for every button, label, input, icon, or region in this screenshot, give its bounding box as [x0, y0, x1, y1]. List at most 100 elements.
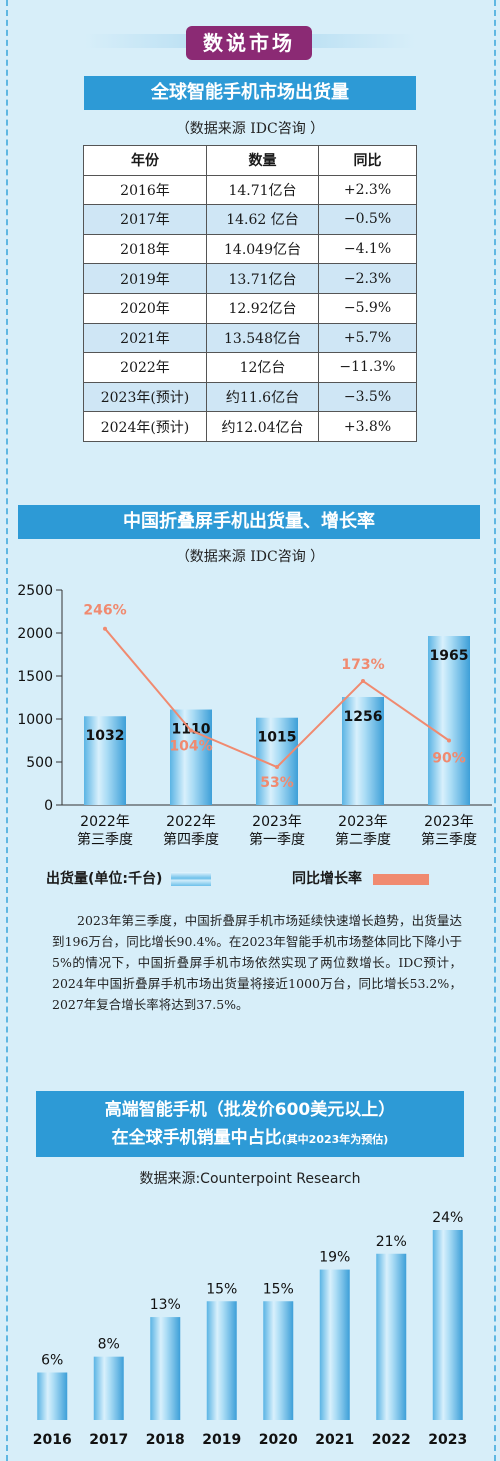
cell-year: 2017年: [83, 204, 207, 235]
cell-year: 2019年: [83, 263, 207, 294]
x-tick-label: 2023年: [424, 814, 474, 830]
legend-growth-label: 同比增长率: [292, 871, 362, 887]
cell-year: 2024年(预计): [83, 411, 207, 442]
x-tick-label: 2023: [428, 1432, 467, 1448]
foldable-chart-source: （数据来源 IDC咨询 ）: [175, 549, 325, 565]
bar: [432, 1230, 463, 1420]
table-row: 2021年 13.548亿台 +5.7%: [83, 322, 417, 354]
cell-quantity: 14.049亿台: [206, 233, 319, 265]
x-tick-label: 第二季度: [335, 831, 391, 848]
legend-growth: 同比增长率: [292, 868, 429, 888]
left-dashed-border: [6, 0, 8, 1461]
growth-label: 53%: [260, 775, 294, 791]
cell-quantity: 约12.04亿台: [206, 411, 319, 442]
cell-quantity: 约11.6亿台: [206, 381, 319, 413]
col-header-yoy: 同比: [318, 145, 417, 176]
table-header-row: 年份 数量 同比: [83, 145, 417, 176]
cell-year: 2023年(预计): [83, 381, 207, 413]
cell-yoy: −3.5%: [318, 381, 417, 413]
legend-shipments-label: 出货量(单位:千台): [46, 871, 163, 887]
cell-yoy: +2.3%: [318, 174, 417, 206]
cell-yoy: −2.3%: [318, 263, 417, 294]
cell-quantity: 14.71亿台: [206, 174, 319, 206]
bar-value-label: 1015: [258, 730, 297, 746]
bar: [93, 1356, 124, 1420]
bar: [319, 1269, 350, 1420]
cell-year: 2022年: [83, 352, 207, 383]
x-tick-label: 2022年: [80, 814, 130, 830]
x-tick-label: 2018: [146, 1432, 185, 1448]
premium-chart-title-note: (其中2023年为预估): [281, 1133, 389, 1146]
shipment-table: 年份 数量 同比 2016年 14.71亿台 +2.3% 2017年 14.62 亿台 −…: [83, 145, 417, 442]
foldable-chart: 0500100015002000250010322022年第三季度1110202…: [17, 583, 492, 848]
bar-value-label: 8%: [98, 1337, 120, 1353]
x-tick-label: 第四季度: [163, 831, 219, 848]
growth-label: 246%: [83, 603, 126, 619]
section-tag: 数说市场: [186, 26, 312, 60]
table-row: 2020年 12.92亿台 −5.9%: [83, 292, 417, 324]
premium-chart-title-line2-wrap: 在全球手机销量中占比(其中2023年为预估): [36, 1124, 464, 1154]
bar: [428, 636, 470, 805]
legend-growth-swatch: [372, 873, 429, 885]
x-tick-label: 2016: [33, 1432, 72, 1448]
x-tick-label: 2023年: [252, 814, 302, 830]
bar-value-label: 15%: [206, 1281, 237, 1297]
bar: [263, 1301, 294, 1420]
x-tick-label: 第一季度: [249, 831, 305, 848]
bar: [342, 696, 384, 805]
cell-yoy: +5.7%: [318, 322, 417, 354]
bar-value-label: 21%: [376, 1234, 407, 1250]
growth-point: [275, 765, 279, 770]
table-row: 2018年 14.049亿台 −4.1%: [83, 233, 417, 265]
y-tick-label: 2500: [17, 583, 53, 599]
x-tick-label: 2022: [372, 1432, 411, 1448]
premium-chart-title: 高端智能手机（批发价600美元以上） 在全球手机销量中占比(其中2023年为预估…: [36, 1091, 464, 1157]
bar: [37, 1372, 68, 1420]
growth-point: [447, 738, 451, 743]
cell-yoy: −5.9%: [318, 292, 417, 324]
cell-quantity: 12亿台: [206, 352, 319, 383]
bar: [206, 1301, 237, 1420]
bar-value-label: 19%: [319, 1250, 350, 1266]
table-row: 2023年(预计) 约11.6亿台 −3.5%: [83, 381, 417, 413]
analysis-paragraph: 2023年第三季度，中国折叠屏手机市场延续快速增长趋势，出货量达到196万台，同…: [52, 913, 462, 1012]
premium-chart-title-line1: 高端智能手机（批发价600美元以上）: [104, 1100, 396, 1120]
foldable-chart-title: 中国折叠屏手机出货量、增长率: [18, 505, 480, 539]
premium-chart-source: 数据来源:Counterpoint Research: [139, 1171, 361, 1187]
growth-point: [103, 626, 107, 631]
growth-label: 90%: [432, 751, 466, 767]
y-tick-label: 0: [44, 798, 53, 814]
bar: [376, 1253, 407, 1420]
right-dashed-border: [494, 0, 496, 1461]
growth-label: 173%: [341, 657, 384, 673]
table-title: 全球智能手机市场出货量: [84, 76, 416, 110]
cell-quantity: 13.71亿台: [206, 263, 319, 294]
y-tick-label: 2000: [17, 626, 53, 642]
x-tick-label: 2019: [202, 1432, 241, 1448]
growth-label: 104%: [169, 738, 212, 754]
bar: [170, 709, 212, 805]
table-row: 2024年(预计) 约12.04亿台 +3.8%: [83, 411, 417, 442]
col-header-year: 年份: [83, 145, 207, 176]
table-body: 2016年 14.71亿台 +2.3% 2017年 14.62 亿台 −0.5% 2018年…: [83, 174, 417, 442]
legend-shipments-swatch: [171, 872, 212, 886]
table-source: （数据来源 IDC咨询 ）: [175, 121, 325, 137]
bar-value-label: 24%: [432, 1210, 463, 1226]
bar-value-label: 1032: [86, 728, 125, 744]
table-row: 2016年 14.71亿台 +2.3%: [83, 174, 417, 206]
y-tick-label: 500: [26, 755, 53, 771]
cell-year: 2016年: [83, 174, 207, 206]
x-tick-label: 2017: [89, 1432, 128, 1448]
cell-yoy: −0.5%: [318, 204, 417, 235]
cell-quantity: 13.548亿台: [206, 322, 319, 354]
col-header-quantity: 数量: [206, 145, 319, 176]
table-row: 2022年 12亿台 −11.3%: [83, 352, 417, 383]
bar: [150, 1317, 181, 1420]
y-tick-label: 1500: [17, 669, 53, 685]
cell-year: 2018年: [83, 233, 207, 265]
growth-point: [189, 728, 193, 733]
bar-value-label: 1965: [430, 648, 469, 664]
cell-yoy: −11.3%: [318, 352, 417, 383]
premium-chart-title-line2: 在全球手机销量中占比: [111, 1128, 282, 1148]
cell-quantity: 14.62 亿台: [206, 204, 319, 235]
